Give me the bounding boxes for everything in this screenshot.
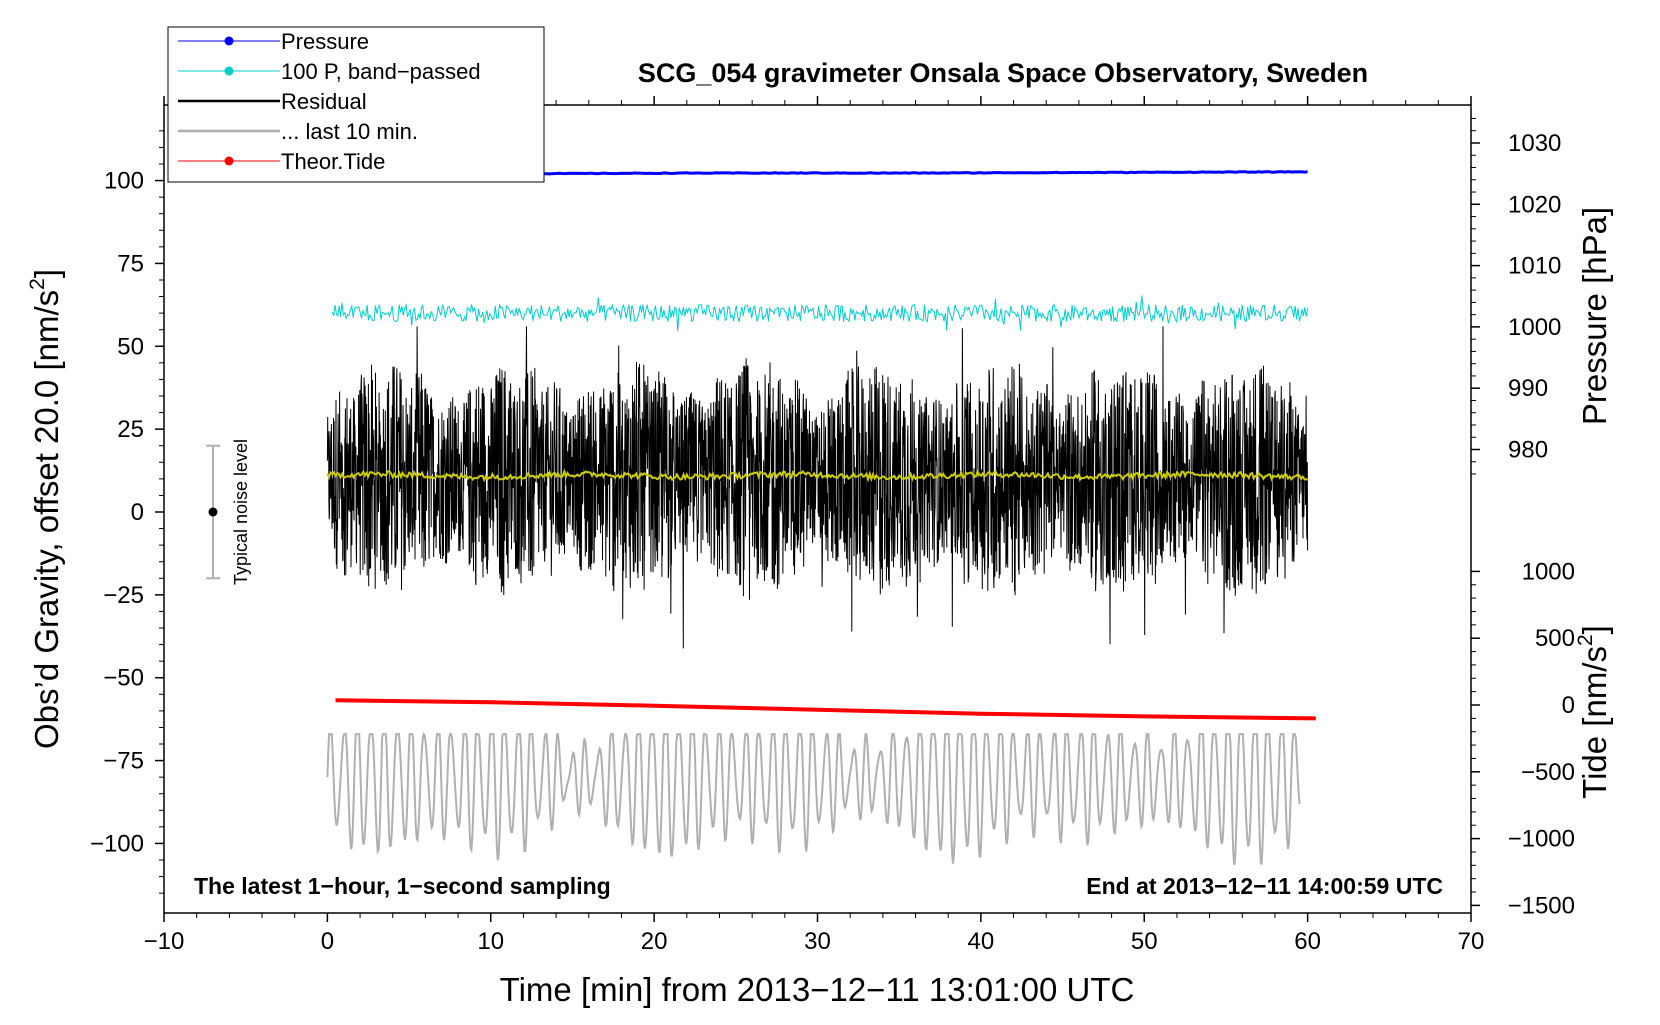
legend-label: Residual <box>281 89 367 114</box>
x-axis-label: Time [min] from 2013−12−11 13:01:00 UTC <box>500 971 1135 1008</box>
y-left-tick-label: −25 <box>103 582 144 609</box>
y-left-tick-label: 50 <box>117 333 144 360</box>
legend-entry: ... last 10 min. <box>178 119 418 144</box>
series-band-passed-pressure <box>331 295 1309 332</box>
noise-bar-center-dot <box>208 507 218 517</box>
y-pressure-tick-label: 990 <box>1508 375 1548 402</box>
x-tick-label: 30 <box>804 928 831 955</box>
y-tide-tick-label: 0 <box>1562 692 1575 719</box>
y-axis-label-pressure: Pressure [hPa] <box>1576 207 1613 425</box>
series-theoretical-tide <box>335 698 1316 721</box>
noise-level-label: Typical noise level <box>231 439 251 585</box>
legend-swatch-marker <box>224 156 234 166</box>
ticks-layer: −10 0 10 20 30 40 50 60 701007550250−25−50−75−10… <box>90 96 1575 955</box>
y-left-tick-label: 0 <box>131 499 144 526</box>
chart-title: SCG_054 gravimeter Onsala Space Observat… <box>638 58 1368 88</box>
y-pressure-tick-label: 980 <box>1508 437 1548 464</box>
legend-label: 100 P, band−passed <box>281 59 481 84</box>
y-axis-label-tide-close: ] <box>1576 625 1613 634</box>
y-axis-label-left-close: ] <box>28 269 65 278</box>
y-tide-tick-label: −500 <box>1521 759 1575 786</box>
y-left-tick-label: −100 <box>90 830 144 857</box>
y-left-tick-label: 100 <box>104 168 144 195</box>
legend-label: Pressure <box>281 29 369 54</box>
y-axis-label-tide-main: Tide [nm/s <box>1576 646 1613 799</box>
x-tick-label: 40 <box>968 928 995 955</box>
x-tick-label: 50 <box>1131 928 1158 955</box>
noise-level-bar: Typical noise level <box>206 439 251 585</box>
y-pressure-tick-label: 1000 <box>1508 314 1561 341</box>
x-tick-label: −10 <box>144 928 185 955</box>
series-layer <box>326 170 1316 865</box>
x-tick-label: 0 <box>321 928 334 955</box>
y-left-tick-label: −50 <box>103 665 144 692</box>
y-pressure-tick-label: 1020 <box>1508 191 1561 218</box>
legend-swatch-marker <box>224 66 234 76</box>
y-pressure-tick-label: 1010 <box>1508 253 1561 280</box>
y-axis-label-tide-sup: 2 <box>1574 634 1597 646</box>
y-tide-tick-label: 1000 <box>1522 558 1575 585</box>
legend-entry: Pressure <box>178 29 369 54</box>
y-axis-label-left-sup: 2 <box>26 278 49 290</box>
annotation-end-time: End at 2013−12−11 14:00:59 UTC <box>1086 873 1443 899</box>
legend-entries: Pressure 100 P, band−passed Residual ... la… <box>178 29 481 174</box>
legend-entry: Theor.Tide <box>178 149 385 174</box>
y-pressure-tick-label: 1030 <box>1508 130 1561 157</box>
legend-label: ... last 10 min. <box>281 119 418 144</box>
legend-swatch-marker <box>224 36 234 46</box>
y-axis-label-left: Obs’d Gravity, offset 20.0 [nm/s2] <box>26 269 65 749</box>
legend-entry: Residual <box>178 89 367 114</box>
y-tide-tick-label: −1500 <box>1508 892 1575 919</box>
x-tick-label: 20 <box>641 928 668 955</box>
y-axis-label-left-main: Obs’d Gravity, offset 20.0 [nm/s <box>28 290 65 749</box>
y-left-tick-label: 25 <box>117 416 144 443</box>
x-tick-label: 10 <box>477 928 504 955</box>
y-tide-tick-label: −1000 <box>1508 826 1575 853</box>
series-residual <box>326 326 1309 649</box>
y-left-tick-label: 75 <box>117 250 144 277</box>
y-tide-tick-label: 500 <box>1535 625 1575 652</box>
x-tick-label: 70 <box>1458 928 1485 955</box>
y-axis-label-tide: Tide [nm/s2] <box>1574 625 1613 799</box>
legend: Pressure 100 P, band−passed Residual ... la… <box>167 26 545 183</box>
legend-entry: 100 P, band−passed <box>178 59 481 84</box>
x-tick-label: 60 <box>1294 928 1321 955</box>
series-last-10-min <box>326 731 1301 865</box>
legend-label: Theor.Tide <box>281 149 385 174</box>
annotation-sampling: The latest 1−hour, 1−second sampling <box>194 873 611 899</box>
y-left-tick-label: −75 <box>103 748 144 775</box>
series-residual-mean <box>326 468 1309 483</box>
legend-box <box>167 26 545 183</box>
